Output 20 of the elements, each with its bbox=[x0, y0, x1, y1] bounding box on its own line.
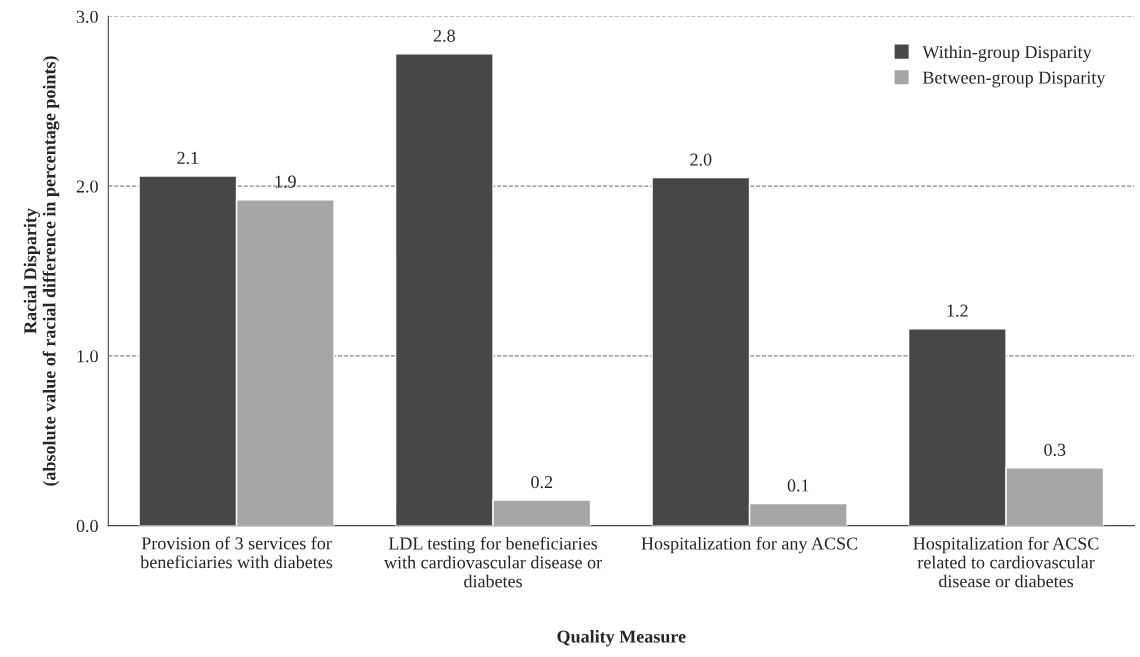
x-tick-label: LDL testing for beneficiaries with cardiovascular disease or diabetes bbox=[384, 536, 602, 588]
data-label: 2.0 bbox=[690, 153, 712, 166]
y-tick-label: 0.0 bbox=[76, 519, 98, 533]
legend-label: Within-group Disparity bbox=[922, 45, 1092, 62]
x-tick-label: Hospitalization for any ACSC bbox=[641, 536, 858, 554]
data-label: 1.9 bbox=[275, 175, 296, 188]
data-label: 0.1 bbox=[787, 479, 809, 492]
data-label: 2.1 bbox=[177, 151, 199, 165]
y-axis-title: Racial Disparity (absolute value of racial difference in percentage points) bbox=[23, 56, 60, 486]
y-tick-label: 2.0 bbox=[76, 180, 98, 193]
data-label: 2.8 bbox=[433, 29, 455, 42]
data-label: 1.2 bbox=[947, 304, 968, 317]
data-label: 0.2 bbox=[531, 475, 553, 489]
x-tick-label: Provision of 3 services for beneficiaries with diabetes bbox=[140, 536, 333, 569]
data-label: 0.3 bbox=[1044, 443, 1066, 456]
legend-label: Between-group Disparity bbox=[922, 71, 1106, 88]
y-tick-label: 3.0 bbox=[76, 10, 98, 23]
y-tick-label: 1.0 bbox=[77, 350, 98, 363]
x-axis-title: Quality Measure bbox=[557, 629, 686, 647]
x-tick-label: Hospitalization for ACSC related to cardiovascular disease or diabetes bbox=[913, 536, 1099, 588]
